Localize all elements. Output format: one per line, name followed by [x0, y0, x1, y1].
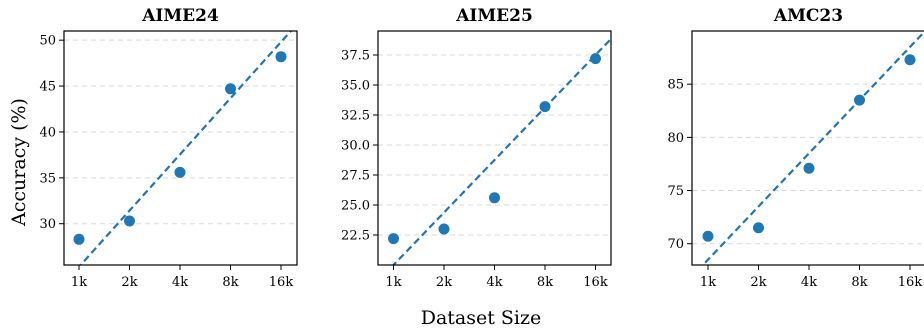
x-tick-label: 2k — [436, 275, 452, 290]
data-point — [73, 233, 85, 245]
data-point — [753, 222, 764, 234]
y-axis-label: Accuracy (%) — [8, 98, 30, 227]
y-tick-label: 32.5 — [341, 109, 370, 124]
y-tick-label: 70 — [667, 237, 684, 252]
data-point — [803, 162, 815, 174]
data-point — [275, 51, 287, 63]
data-point — [225, 83, 236, 95]
y-tick-label: 30 — [39, 217, 56, 232]
y-tick-label: 30.0 — [341, 139, 370, 154]
y-tick-label: 25.0 — [341, 199, 370, 214]
y-tick-label: 35 — [39, 171, 56, 186]
y-tick-label: 40 — [39, 125, 56, 140]
fit-line — [391, 37, 611, 265]
x-tick-label: 16k — [583, 275, 608, 290]
y-tick-label: 80 — [667, 131, 684, 146]
data-point — [590, 53, 601, 65]
data-point — [174, 166, 186, 178]
x-tick-label: 2k — [121, 275, 137, 290]
x-tick-label: 1k — [385, 275, 401, 290]
y-tick-label: 27.5 — [341, 169, 370, 184]
y-tick-label: 35.0 — [341, 79, 370, 94]
x-axis-label: Dataset Size — [421, 307, 542, 329]
plot-frame — [63, 30, 298, 266]
y-tick-label: 75 — [667, 184, 684, 199]
x-tick-label: 16k — [269, 275, 294, 290]
x-tick-label: 1k — [700, 275, 716, 290]
data-point — [438, 223, 450, 235]
plot-frame — [377, 30, 612, 266]
plot-frame — [691, 30, 924, 266]
panel-title: AIME25 — [455, 6, 533, 26]
data-point — [124, 215, 135, 227]
x-tick-label: 2k — [750, 275, 766, 290]
fit-line — [701, 31, 924, 265]
data-point — [539, 101, 551, 113]
x-tick-label: 8k — [851, 275, 867, 290]
y-tick-label: 45 — [39, 80, 56, 95]
fit-line — [79, 31, 293, 265]
x-tick-label: 4k — [486, 275, 502, 290]
x-tick-label: 4k — [801, 275, 817, 290]
x-tick-label: 8k — [222, 275, 238, 290]
data-point — [854, 94, 865, 106]
x-tick-label: 8k — [537, 275, 553, 290]
y-tick-label: 22.5 — [341, 229, 370, 244]
data-point — [489, 192, 500, 204]
y-tick-label: 50 — [39, 34, 56, 49]
x-tick-label: 16k — [898, 275, 923, 290]
panel-title: AIME24 — [141, 6, 219, 26]
x-tick-label: 1k — [71, 275, 87, 290]
data-point — [904, 54, 916, 66]
y-tick-label: 37.5 — [341, 49, 370, 64]
data-point — [388, 233, 399, 245]
data-point — [702, 230, 714, 242]
x-tick-label: 4k — [172, 275, 188, 290]
panel-title: AMC23 — [773, 6, 843, 26]
y-tick-label: 85 — [667, 78, 684, 93]
